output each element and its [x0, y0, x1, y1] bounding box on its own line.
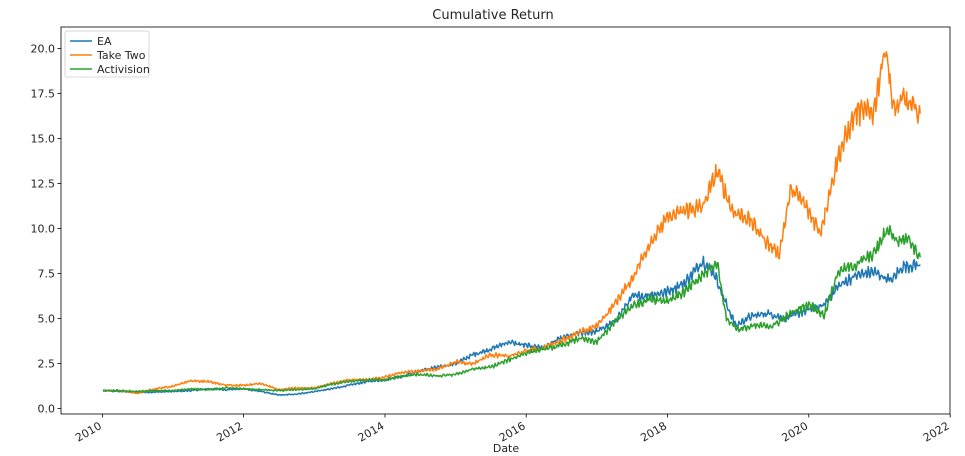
legend-label: Activision	[97, 63, 150, 76]
plot-frame	[60, 26, 951, 415]
x-tick-label: 2014	[356, 419, 387, 444]
y-tick-label: 7.5	[38, 268, 56, 281]
legend-label: Take Two	[96, 49, 146, 62]
x-tick-label: 2020	[780, 419, 811, 444]
series-line-ea	[102, 255, 921, 397]
x-tick-label: 2012	[214, 419, 245, 444]
chart-title: Cumulative Return	[432, 8, 553, 23]
x-tick-label: 2018	[638, 419, 669, 444]
legend-label: EA	[97, 35, 112, 48]
y-tick-label: 17.5	[31, 88, 56, 101]
x-axis-title: Date	[493, 442, 520, 455]
series-line-take-two	[102, 51, 921, 395]
x-tick-label: 2016	[497, 419, 528, 444]
x-tick-label: 2010	[73, 419, 104, 444]
y-tick-label: 0.0	[38, 403, 56, 416]
plot-area: 0.0 2.5 5.0 7.5 10.0 12.5 15.0 17.5 20.0 2010 2012…	[31, 26, 952, 445]
x-tick-label: 2022	[921, 419, 952, 444]
series-line-activision	[102, 224, 921, 393]
legend-box	[64, 30, 150, 78]
y-tick-label: 10.0	[31, 223, 56, 236]
y-tick-label: 20.0	[31, 43, 56, 56]
y-tick-label: 5.0	[38, 313, 56, 326]
y-tick-label: 12.5	[31, 178, 56, 191]
y-tick-label: 2.5	[38, 358, 56, 371]
y-tick-label: 15.0	[31, 133, 56, 146]
